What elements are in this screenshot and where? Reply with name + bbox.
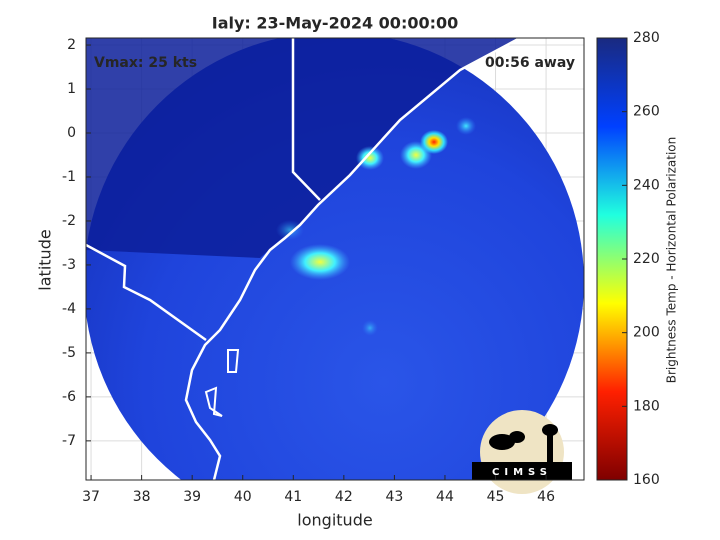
logo-tower bbox=[542, 424, 558, 436]
colorbar-tick-label: 280 bbox=[633, 30, 660, 46]
convection bbox=[456, 117, 476, 135]
convection bbox=[362, 320, 378, 336]
map-plot: CIMSS Vmax: 25 kts 00:56 away longitude … bbox=[36, 37, 585, 530]
x-tick-label: 42 bbox=[335, 489, 353, 505]
x-tick-label: 41 bbox=[284, 489, 302, 505]
logo-dish bbox=[489, 434, 515, 450]
x-tick-label: 46 bbox=[537, 489, 555, 505]
convection bbox=[420, 130, 448, 154]
colorbar-tick-label: 180 bbox=[633, 398, 660, 414]
colorbar-tick-label: 220 bbox=[633, 251, 660, 267]
x-tick-label: 40 bbox=[234, 489, 252, 505]
convection bbox=[356, 146, 384, 170]
logo-tower bbox=[547, 434, 553, 462]
logo-base bbox=[472, 462, 572, 480]
y-axis-label: latitude bbox=[36, 229, 55, 290]
y-tick-label: -4 bbox=[62, 301, 76, 317]
cold-land bbox=[86, 38, 520, 258]
y-tick-label: 1 bbox=[67, 81, 76, 97]
y-tick-label: -2 bbox=[62, 213, 76, 229]
y-tick-label: -7 bbox=[62, 433, 76, 449]
x-tick-label: 45 bbox=[487, 489, 505, 505]
annotation: Vmax: 25 kts bbox=[94, 55, 197, 71]
y-tick-label: 2 bbox=[67, 37, 76, 53]
swath bbox=[86, 38, 584, 480]
colorbar-tick-label: 260 bbox=[633, 104, 660, 120]
coastline bbox=[184, 38, 521, 480]
x-tick-label: 37 bbox=[82, 489, 100, 505]
colorbar-tick-label: 240 bbox=[633, 177, 660, 193]
colorbar-label: Brightness Temp - Horizontal Polarizatio… bbox=[665, 137, 679, 384]
x-tick-label: 44 bbox=[436, 489, 454, 505]
colorbar-tick-label: 200 bbox=[633, 325, 660, 341]
convection bbox=[276, 220, 304, 240]
y-tick-label: -5 bbox=[62, 345, 76, 361]
x-tick-label: 43 bbox=[385, 489, 403, 505]
y-tick-label: -6 bbox=[62, 389, 76, 405]
x-tick-label: 39 bbox=[183, 489, 201, 505]
y-tick-label: -1 bbox=[62, 169, 76, 185]
y-tick-label: -3 bbox=[62, 257, 76, 273]
convection bbox=[290, 244, 350, 280]
y-tick-label: 0 bbox=[67, 125, 76, 141]
x-axis-label: longitude bbox=[297, 511, 372, 530]
border bbox=[86, 38, 321, 342]
colorbar: Brightness Temp - Horizontal Polarizatio… bbox=[596, 30, 679, 488]
x-tick-label: 38 bbox=[133, 489, 151, 505]
plot-frame bbox=[85, 37, 585, 481]
logo-dish bbox=[509, 431, 525, 443]
annotation: 00:56 away bbox=[485, 55, 575, 71]
logo-text: CIMSS bbox=[492, 467, 552, 478]
title: Ialy: 23-May-2024 00:00:00 bbox=[212, 14, 459, 33]
island bbox=[204, 349, 240, 417]
colorbar-tick-label: 160 bbox=[633, 472, 660, 488]
logo: CIMSS bbox=[472, 410, 572, 494]
